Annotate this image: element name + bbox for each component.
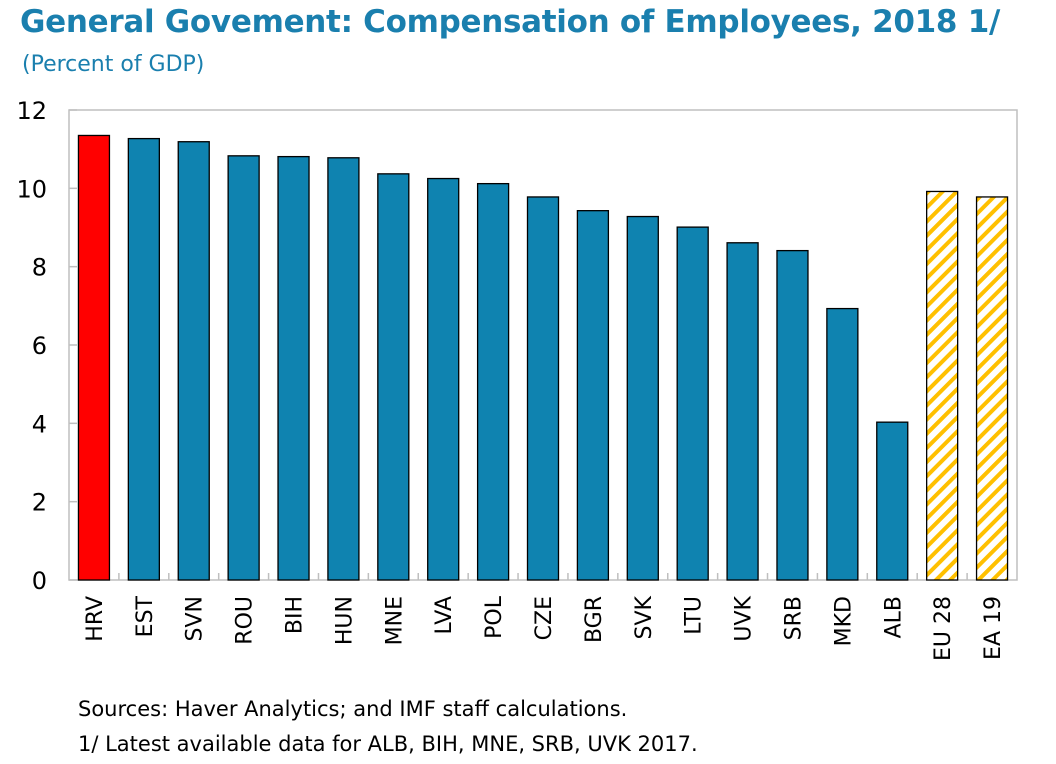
- chart-title: General Govement: Compensation of Employ…: [20, 4, 1000, 40]
- y-tick-label: 4: [32, 410, 47, 438]
- bar-svk: [626, 215, 659, 581]
- y-tick-label: 10: [16, 175, 47, 203]
- bar-bgr: [576, 210, 610, 581]
- bar-uvk: [726, 242, 759, 581]
- y-tick-label: 12: [16, 97, 47, 125]
- x-tick-label: BIH: [283, 596, 308, 634]
- bar-bih: [277, 155, 310, 581]
- bar-mne: [377, 173, 410, 581]
- x-tick-label: HRV: [83, 596, 108, 642]
- bar-alb: [876, 421, 909, 581]
- bar-hun: [327, 157, 360, 581]
- bar-pol: [476, 182, 510, 581]
- x-tick-label: MNE: [382, 596, 407, 645]
- bar-lva: [427, 177, 460, 581]
- x-tick-label: CZE: [532, 596, 557, 640]
- sources-note: Sources: Haver Analytics; and IMF staff …: [78, 697, 628, 721]
- y-tick-label: 0: [32, 567, 47, 595]
- bar-cze: [526, 196, 560, 581]
- chart-subtitle: (Percent of GDP): [22, 52, 205, 77]
- bar-mkd: [826, 307, 859, 581]
- footnote: 1/ Latest available data for ALB, BIH, M…: [78, 732, 698, 756]
- x-tick-label: SRB: [781, 596, 806, 640]
- x-tick-label: UVK: [732, 595, 757, 641]
- bar-ltu: [676, 226, 709, 581]
- x-tick-label: LTU: [682, 596, 707, 635]
- bar-svn: [177, 141, 210, 581]
- x-tick-label: HUN: [332, 596, 357, 645]
- bar-est: [127, 137, 160, 581]
- x-tick-label: BGR: [582, 596, 607, 643]
- x-tick-label: ROU: [233, 596, 258, 645]
- x-tick-label: SVK: [632, 595, 657, 639]
- y-tick-label: 6: [32, 332, 47, 360]
- x-tick-label: POL: [482, 595, 507, 639]
- x-tick-label: LVA: [432, 596, 457, 635]
- x-tick-label: ALB: [881, 596, 906, 638]
- bar-eu28: [926, 190, 959, 581]
- x-tick-label: SVN: [183, 596, 208, 641]
- x-tick-label: EU 28: [931, 596, 956, 661]
- x-tick-label: MKD: [831, 596, 856, 646]
- y-tick-label: 2: [32, 489, 47, 517]
- x-tick-label: EST: [133, 595, 158, 637]
- x-tick-label: EA 19: [981, 596, 1006, 660]
- bar-ea19: [975, 196, 1009, 581]
- bar-rou: [227, 155, 260, 581]
- y-tick-label: 8: [32, 254, 47, 282]
- bar-hrv: [77, 134, 111, 581]
- bar-srb: [776, 249, 809, 581]
